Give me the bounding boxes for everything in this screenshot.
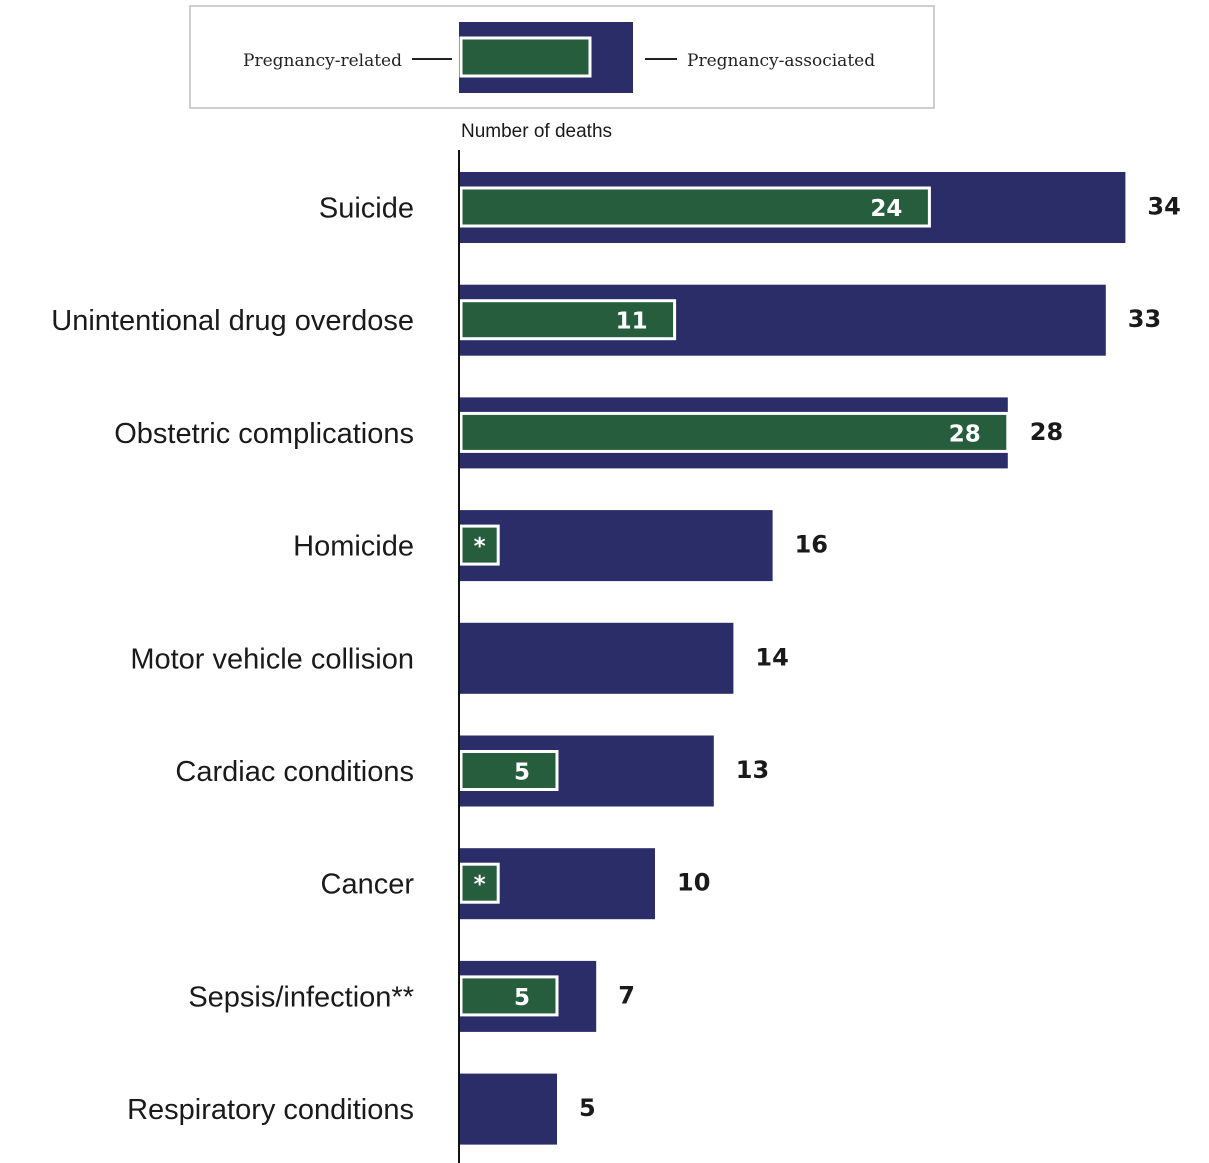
legend-swatch-pregnancy-related [459,36,592,78]
value-label-pregnancy-related-sepsis-infection: 5 [514,985,530,1011]
value-label-pregnancy-related-suicide: 24 [870,196,902,222]
value-label-pregnancy-associated-suicide: 34 [1147,193,1180,221]
category-label-suicide: Suicide [319,193,414,225]
value-label-pregnancy-related-obstetric-complications: 28 [949,421,981,447]
x-axis-title: Number of deaths [461,121,612,142]
category-label-unintentional-drug-overdose: Unintentional drug overdose [51,305,414,337]
bar-pregnancy-related-suicide [459,186,931,228]
bars-group: Suicide 34 24 Unintentional drug overdose 33… [51,172,1181,1145]
bar-pregnancy-related-cancer [459,862,500,904]
value-label-pregnancy-related-cancer: * [474,872,486,898]
category-label-cardiac-conditions: Cardiac conditions [175,756,414,788]
value-label-pregnancy-associated-cancer: 10 [677,869,710,897]
value-label-pregnancy-related-unintentional-drug-overdose: 11 [616,309,648,335]
category-label-homicide: Homicide [293,531,414,563]
bar-pregnancy-associated-motor-vehicle-collision [459,622,734,694]
legend: Pregnancy-related Pregnancy-associated [189,5,935,109]
value-label-pregnancy-associated-cardiac-conditions: 13 [736,756,769,784]
value-label-pregnancy-related-homicide: * [474,534,486,560]
bar-pregnancy-related-homicide [459,524,500,566]
bar-pregnancy-associated-homicide [459,510,773,582]
bar-pregnancy-associated-respiratory-conditions [459,1073,557,1145]
legend-label-pregnancy-associated: Pregnancy-associated [687,51,875,71]
category-label-obstetric-complications: Obstetric complications [114,418,414,450]
value-label-pregnancy-related-cardiac-conditions: 5 [514,760,530,786]
category-label-sepsis-infection: Sepsis/infection** [188,981,414,1013]
legend-label-pregnancy-related: Pregnancy-related [243,51,402,71]
value-label-pregnancy-associated-unintentional-drug-overdose: 33 [1128,305,1161,333]
value-label-pregnancy-associated-sepsis-infection: 7 [618,981,635,1009]
bar-pregnancy-related-cardiac-conditions [459,750,559,791]
category-label-respiratory-conditions: Respiratory conditions [127,1094,414,1126]
bar-pregnancy-related-sepsis-infection [459,975,559,1017]
bar-pregnancy-related-unintentional-drug-overdose [459,299,677,341]
value-label-pregnancy-associated-obstetric-complications: 28 [1030,418,1063,446]
value-label-pregnancy-associated-motor-vehicle-collision: 14 [755,643,788,671]
value-label-pregnancy-associated-homicide: 16 [795,531,828,559]
category-label-motor-vehicle-collision: Motor vehicle collision [130,643,414,675]
bar-pregnancy-related-obstetric-complications [459,411,1010,453]
category-label-cancer: Cancer [321,869,415,901]
value-label-pregnancy-associated-respiratory-conditions: 5 [579,1094,596,1122]
